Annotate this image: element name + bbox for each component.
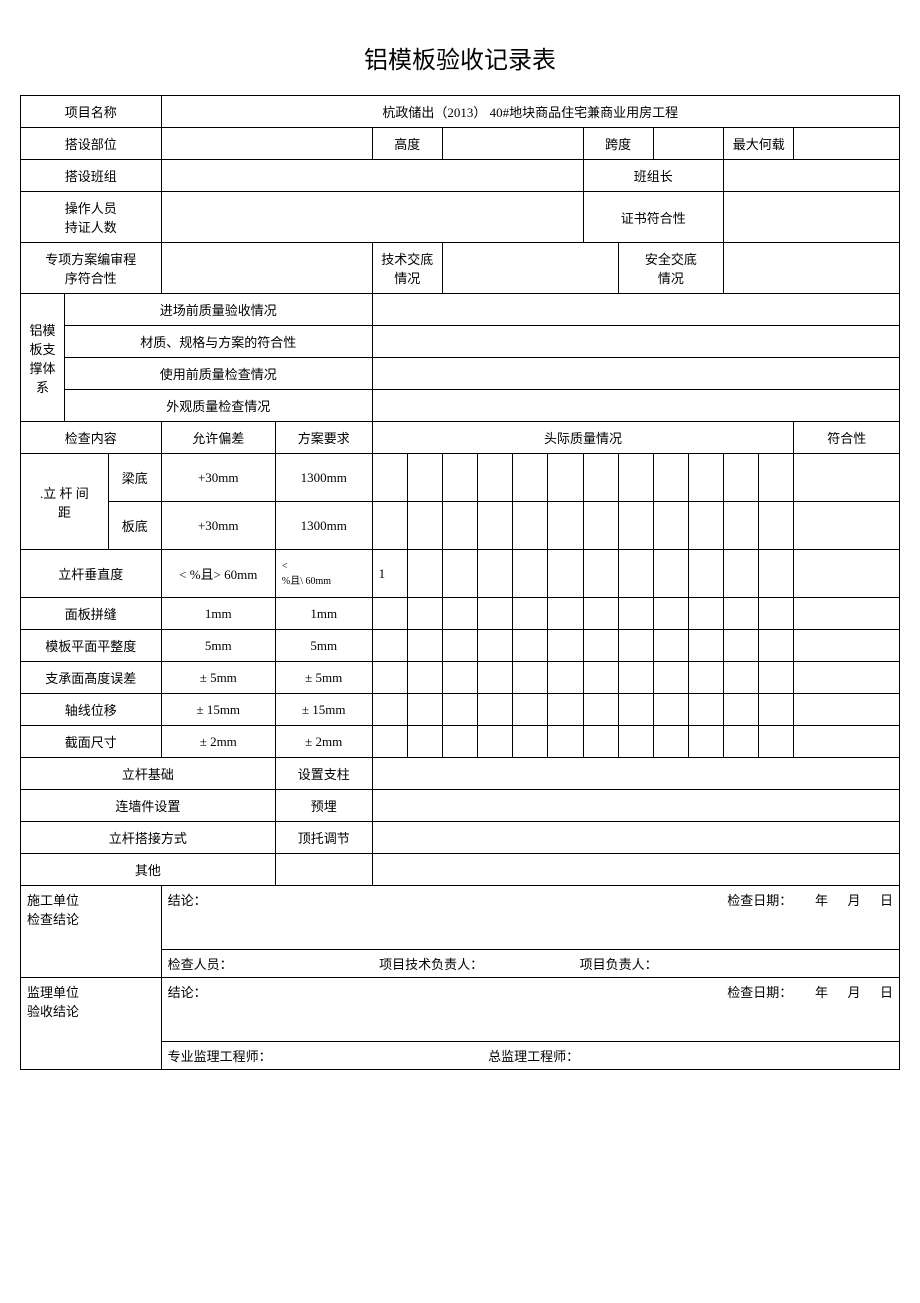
label-actual-quality: 头际质量情况: [372, 422, 794, 454]
label-section: 截面尺寸: [21, 726, 162, 758]
label-material-spec: 材质、规格与方案的符合性: [64, 326, 372, 358]
label-other: 其他: [21, 854, 276, 886]
label-panel-joint: 面板拼缝: [21, 598, 162, 630]
bb-m1: [372, 454, 407, 502]
label-team-leader: 班组长: [583, 160, 724, 192]
value-other-1: [275, 854, 372, 886]
label-appearance: 外观质量检查情况: [64, 390, 372, 422]
label-support-err: 支承面髙度误差: [21, 662, 162, 694]
value-other-2: [372, 854, 899, 886]
label-project-name: 项目名称: [21, 96, 162, 128]
value-preuse: [372, 358, 899, 390]
value-embedded: 预埋: [275, 790, 372, 822]
flat-dev: 5mm: [161, 630, 275, 662]
label-operator-cert: 操作人员 持证人数: [21, 192, 162, 243]
construction-signatures: 检查人员： 项目技术负责人： 项目负责人：: [161, 950, 899, 978]
label-preuse: 使用前质量检查情况: [64, 358, 372, 390]
axis-dev: ± 15mm: [161, 694, 275, 726]
label-cert-compliance: 证书符合性: [583, 192, 724, 243]
label-height: 高度: [372, 128, 442, 160]
value-operator-cert: [161, 192, 583, 243]
label-preentry: 进场前质量验收情况: [64, 294, 372, 326]
value-team-leader: [724, 160, 900, 192]
value-top-support: 顶托调节: [275, 822, 372, 854]
page-title: 铝模板验收记录表: [20, 40, 900, 75]
label-pole-foundation: 立杆基础: [21, 758, 276, 790]
label-compliance: 符合性: [794, 422, 900, 454]
label-wall-connector: 连墙件设置: [21, 790, 276, 822]
value-preentry: [372, 294, 899, 326]
inspection-table: 项目名称 杭政储出（2013） 40#地块商品住宅兼商业用房工程 搭设部位 高度…: [20, 95, 900, 1070]
value-set-column: 设置支柱: [275, 758, 372, 790]
axis-comp: [794, 694, 900, 726]
label-pole-overlap: 立杆搭接方式: [21, 822, 276, 854]
vert-comp: [794, 550, 900, 598]
supp-dev: ± 5mm: [161, 662, 275, 694]
joint-comp: [794, 598, 900, 630]
vert-dev: < %且> 60mm: [161, 550, 275, 598]
construction-conclusion: 结论： 检查日期： 年 月 日: [161, 886, 899, 950]
joint-dev: 1mm: [161, 598, 275, 630]
supp-comp: [794, 662, 900, 694]
supp-req: ± 5mm: [275, 662, 372, 694]
value-overlap: [372, 822, 899, 854]
value-wall-connector: [372, 790, 899, 822]
flat-comp: [794, 630, 900, 662]
value-setup-team: [161, 160, 583, 192]
bb-dev: +30mm: [161, 454, 275, 502]
sb-dev: +30mm: [161, 502, 275, 550]
label-axis: 轴线位移: [21, 694, 162, 726]
value-safety-disclosure: [724, 243, 900, 294]
sb-req: 1300mm: [275, 502, 372, 550]
value-special-plan: [161, 243, 372, 294]
value-appearance: [372, 390, 899, 422]
label-check-content: 检查内容: [21, 422, 162, 454]
value-material-spec: [372, 326, 899, 358]
sb-comp: [794, 502, 900, 550]
label-allowed-dev: 允许偏差: [161, 422, 275, 454]
vert-req: < %且\ 60mm: [275, 550, 372, 598]
value-setup-location: [161, 128, 372, 160]
label-setup-location: 搭设部位: [21, 128, 162, 160]
label-construction-unit: 施工单位 检查结论: [21, 886, 162, 978]
label-flatness: 模板平面平整度: [21, 630, 162, 662]
value-max-load: [794, 128, 900, 160]
label-safety-disclosure: 安全交底 情况: [618, 243, 723, 294]
label-beam-bottom: 梁底: [108, 454, 161, 502]
value-cert-compliance: [724, 192, 900, 243]
label-setup-team: 搭设班组: [21, 160, 162, 192]
label-pole-spacing: .立 杆 间 距: [21, 454, 109, 550]
supervision-conclusion: 结论： 检查日期： 年 月 日: [161, 978, 899, 1042]
sect-req: ± 2mm: [275, 726, 372, 758]
label-alu-system: 铝模 板支 撑体 系: [21, 294, 65, 422]
value-tech-disclosure: [442, 243, 618, 294]
bb-req: 1300mm: [275, 454, 372, 502]
value-project-name: 杭政储出（2013） 40#地块商品住宅兼商业用房工程: [161, 96, 899, 128]
bb-comp: [794, 454, 900, 502]
flat-req: 5mm: [275, 630, 372, 662]
joint-req: 1mm: [275, 598, 372, 630]
label-pole-vert: 立杆垂直度: [21, 550, 162, 598]
sect-dev: ± 2mm: [161, 726, 275, 758]
value-span: [653, 128, 723, 160]
label-supervision-unit: 监理单位 验收结论: [21, 978, 162, 1070]
label-special-plan: 专项方案编审程 序符合性: [21, 243, 162, 294]
axis-req: ± 15mm: [275, 694, 372, 726]
label-span: 跨度: [583, 128, 653, 160]
value-foundation: [372, 758, 899, 790]
label-tech-disclosure: 技术交底 情况: [372, 243, 442, 294]
sect-comp: [794, 726, 900, 758]
value-height: [442, 128, 583, 160]
supervision-signatures: 专业监理工程师： 总监理工程师：: [161, 1042, 899, 1070]
label-plan-req: 方案要求: [275, 422, 372, 454]
vert-m1: 1: [372, 550, 407, 598]
label-max-load: 最大何载: [724, 128, 794, 160]
label-slab-bottom: 板底: [108, 502, 161, 550]
